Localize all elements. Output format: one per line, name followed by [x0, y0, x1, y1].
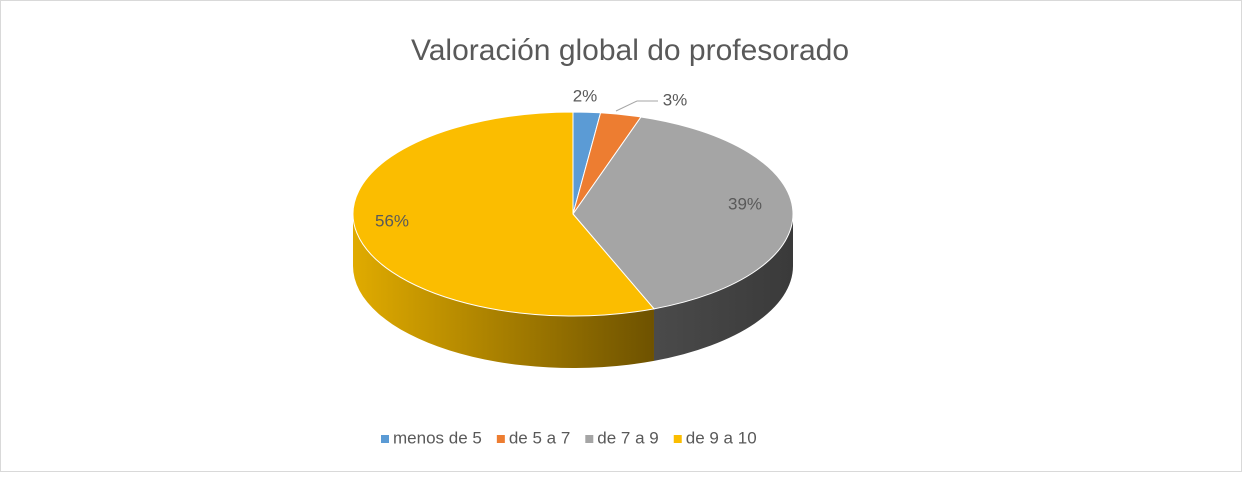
- data-label: 39%: [728, 194, 762, 213]
- legend: menos de 5 de 5 a 7 de 7 a 9 de 9 a 10: [381, 428, 757, 447]
- pie: [352, 111, 794, 368]
- pie-slice: [352, 111, 655, 317]
- legend-label: menos de 5: [393, 428, 482, 447]
- legend-label: de 7 a 9: [597, 428, 658, 447]
- legend-marker: [673, 435, 682, 443]
- data-label: 56%: [375, 211, 409, 230]
- legend-label: de 9 a 10: [686, 428, 757, 447]
- pie-slice-side: [653, 214, 793, 361]
- chart-title: Valoración global do profesorado: [411, 34, 849, 67]
- legend-marker: [381, 435, 389, 443]
- pie-slice-side: [353, 214, 654, 368]
- pie-slice: [572, 116, 794, 310]
- legend-marker: [496, 435, 505, 443]
- leader-line: [615, 100, 638, 112]
- data-label: 2%: [573, 86, 598, 105]
- legend-label: de 5 a 7: [509, 428, 570, 447]
- data-labels: 2% 3% 39% 56%: [375, 86, 762, 230]
- data-label: 3%: [663, 90, 688, 109]
- legend-marker: [585, 435, 594, 443]
